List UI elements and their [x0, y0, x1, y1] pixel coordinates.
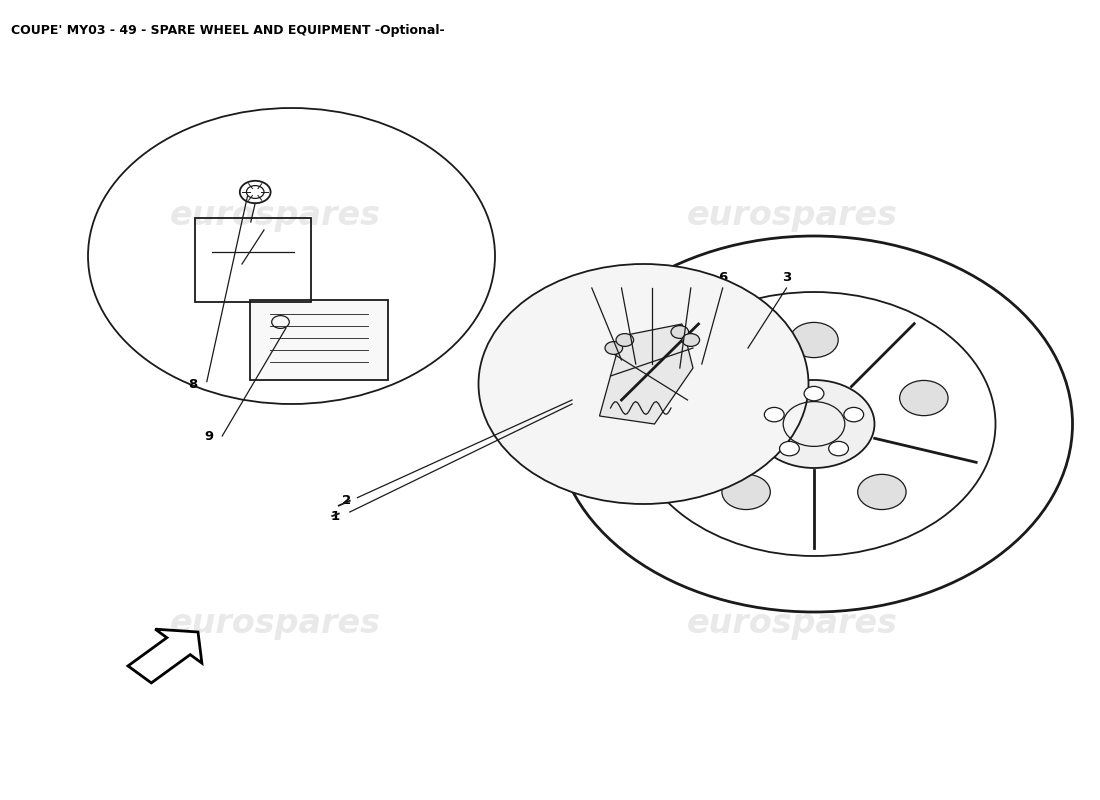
- FancyBboxPatch shape: [250, 300, 388, 381]
- Text: 8: 8: [188, 378, 197, 390]
- Circle shape: [680, 381, 728, 416]
- Text: eurospares: eurospares: [169, 607, 381, 641]
- Circle shape: [828, 442, 848, 456]
- Text: 9: 9: [205, 430, 213, 442]
- Circle shape: [858, 474, 906, 510]
- Circle shape: [722, 474, 770, 510]
- Circle shape: [844, 407, 864, 422]
- Circle shape: [780, 442, 800, 456]
- Circle shape: [671, 326, 689, 338]
- Text: eurospares: eurospares: [169, 199, 381, 233]
- Polygon shape: [600, 324, 693, 424]
- Circle shape: [246, 186, 264, 198]
- Text: 1: 1: [331, 510, 340, 522]
- Text: eurospares: eurospares: [686, 199, 898, 233]
- Text: 3: 3: [782, 271, 791, 284]
- Text: 2: 2: [342, 494, 351, 506]
- Circle shape: [790, 322, 838, 358]
- Text: 4: 4: [617, 271, 626, 284]
- Text: 6: 6: [718, 271, 727, 284]
- Text: 7: 7: [686, 271, 695, 284]
- Text: COUPE' MY03 - 49 - SPARE WHEEL AND EQUIPMENT -Optional-: COUPE' MY03 - 49 - SPARE WHEEL AND EQUIP…: [11, 24, 444, 37]
- Text: eurospares: eurospares: [686, 607, 898, 641]
- Circle shape: [682, 334, 700, 346]
- Circle shape: [478, 264, 808, 504]
- Text: 5: 5: [587, 271, 596, 284]
- Circle shape: [754, 380, 875, 468]
- Circle shape: [605, 342, 623, 354]
- Circle shape: [616, 334, 634, 346]
- Circle shape: [764, 407, 784, 422]
- Circle shape: [900, 381, 948, 416]
- Text: 6: 6: [648, 271, 657, 284]
- Polygon shape: [128, 629, 202, 683]
- Circle shape: [804, 386, 824, 401]
